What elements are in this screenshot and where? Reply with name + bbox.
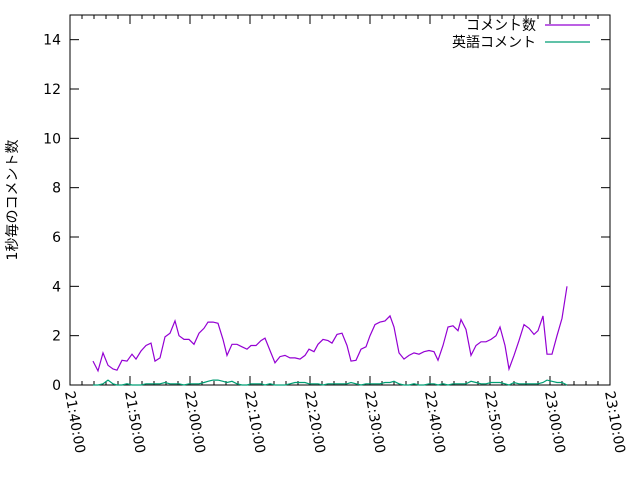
legend-label-0: コメント数	[466, 18, 536, 34]
x-tick-label: 23:10:00	[601, 390, 628, 455]
plot-border	[69, 14, 611, 386]
y-tick-label: 14	[43, 33, 61, 49]
legend: コメント数 英語コメント	[452, 18, 590, 51]
y-axis-label: 1秒毎のコメント数	[5, 140, 21, 261]
legend-label-1: 英語コメント	[452, 34, 536, 51]
y-tick-label: 12	[43, 82, 61, 98]
x-tick-label: 22:40:00	[421, 390, 448, 455]
x-tick-label: 22:10:00	[241, 390, 268, 455]
y-tick-label: 2	[52, 329, 61, 345]
y-tick-label: 6	[52, 230, 61, 246]
x-tick-label: 22:20:00	[301, 390, 328, 455]
x-tick-label: 22:30:00	[361, 390, 388, 455]
y-tick-label: 8	[52, 181, 61, 197]
x-tick-label: 23:00:00	[541, 390, 568, 455]
x-tick-label: 21:40:00	[61, 390, 88, 455]
series-lines	[92, 286, 568, 386]
y-tick-label: 0	[52, 378, 61, 394]
series-line-0	[92, 286, 568, 373]
axes: 0 2 4 6 8 10 12 14 21:40:00 21:50:00 22:00:00 22:10…	[43, 14, 628, 455]
x-tick-label: 21:50:00	[121, 390, 148, 455]
x-tick-label: 22:00:00	[181, 390, 208, 455]
x-tick-label: 22:50:00	[481, 390, 508, 455]
y-tick-label: 10	[43, 131, 61, 147]
y-tick-label: 4	[52, 279, 61, 295]
series-line-1	[93, 379, 568, 386]
